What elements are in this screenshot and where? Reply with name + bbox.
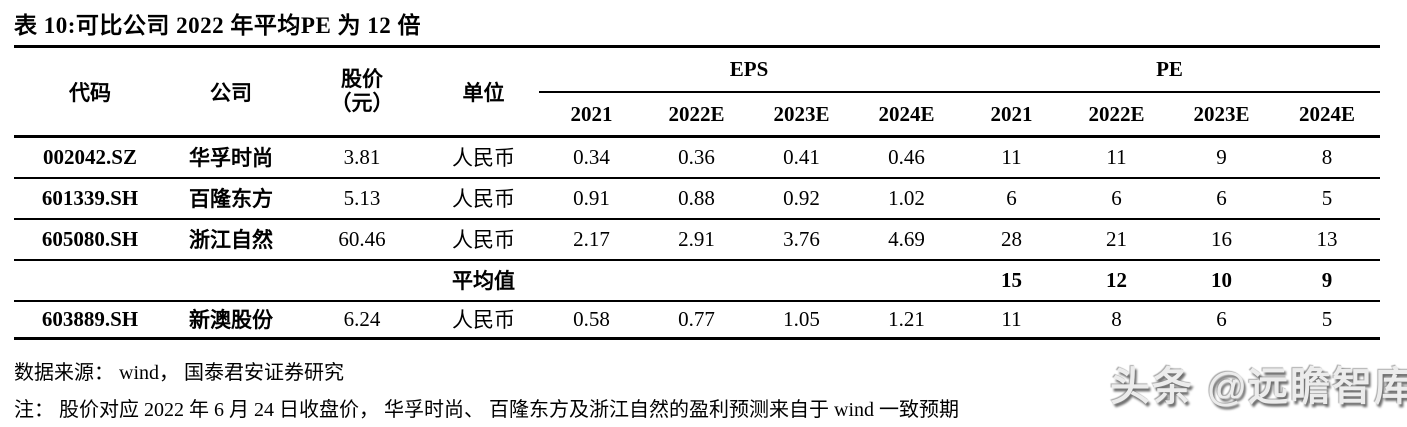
cell-unit: 人民币 — [452, 146, 515, 171]
avg-pe-2024e: 9 — [1321, 267, 1333, 292]
header-eps-2024e: 2024E — [854, 92, 960, 138]
cell-price: 60.46 — [338, 226, 386, 251]
cell-pe-2021: 11 — [1001, 306, 1022, 331]
header-eps-2022e: 2022E — [644, 92, 749, 138]
average-row: 平均值 15 12 10 9 — [14, 260, 1381, 301]
empty-cell — [14, 260, 166, 301]
header-code: 代码 — [14, 46, 166, 138]
cell-company: 新澳股份 — [189, 308, 273, 333]
table-row: 002042.SZ 华孚时尚 3.81 人民币 0.34 0.36 0.41 0… — [14, 137, 1381, 178]
cell-pe-2022e: 21 — [1106, 226, 1128, 251]
cell-price: 3.81 — [343, 144, 381, 169]
cell-eps-2024e: 0.46 — [888, 144, 925, 169]
empty-cell — [854, 260, 959, 301]
empty-cell — [749, 260, 854, 301]
cell-pe-2022e: 8 — [1111, 306, 1122, 331]
cell-code: 603889.SH — [41, 306, 139, 331]
header-eps-2021: 2021 — [539, 92, 644, 138]
empty-cell — [296, 260, 428, 301]
cell-eps-2022e: 0.36 — [678, 144, 715, 169]
cell-code: 601339.SH — [41, 185, 139, 210]
cell-code: 002042.SZ — [43, 144, 137, 169]
header-price-line2: （元） — [330, 90, 394, 115]
empty-cell — [166, 260, 296, 301]
cell-pe-2022e: 6 — [1111, 185, 1122, 210]
header-pe-2022e: 2022E — [1064, 92, 1170, 138]
cell-pe-2023e: 16 — [1211, 226, 1233, 251]
cell-pe-2024e: 5 — [1321, 185, 1333, 210]
cell-company: 浙江自然 — [189, 228, 273, 252]
cell-eps-2021: 0.91 — [573, 185, 610, 210]
table-title: 表 10:可比公司 2022 年平均PE 为 12 倍 — [14, 13, 422, 38]
header-price: 股价 （元） — [296, 46, 428, 138]
cell-eps-2022e: 0.77 — [678, 306, 715, 331]
cell-pe-2023e: 9 — [1216, 144, 1227, 169]
cell-pe-2023e: 6 — [1216, 306, 1227, 331]
cell-eps-2023e: 1.05 — [783, 306, 820, 331]
cell-unit: 人民币 — [452, 308, 515, 333]
cell-pe-2021: 11 — [1001, 144, 1022, 169]
data-source-note: 数据来源： wind， 国泰君安证券研究 — [14, 362, 344, 384]
cell-code: 605080.SH — [41, 226, 139, 251]
cell-eps-2024e: 4.69 — [888, 226, 925, 251]
cell-eps-2024e: 1.21 — [888, 306, 925, 331]
cell-eps-2024e: 1.02 — [888, 185, 925, 210]
table-row: 601339.SH 百隆东方 5.13 人民币 0.91 0.88 0.92 1… — [14, 178, 1381, 219]
header-pe-2021: 2021 — [959, 92, 1065, 138]
cell-pe-2023e: 6 — [1216, 185, 1227, 210]
table-row: 605080.SH 浙江自然 60.46 人民币 2.17 2.91 3.76 … — [14, 219, 1381, 260]
table-row: 603889.SH 新澳股份 6.24 人民币 0.58 0.77 1.05 1… — [14, 301, 1381, 339]
cell-price: 6.24 — [343, 306, 381, 331]
footnote: 注： 股价对应 2022 年 6 月 24 日收盘价， 华孚时尚、 百隆东方及浙… — [14, 399, 959, 421]
header-price-line1: 股价 — [341, 66, 383, 91]
avg-pe-2021: 15 — [1001, 267, 1023, 292]
average-label: 平均值 — [452, 269, 515, 293]
cell-unit: 人民币 — [452, 228, 515, 252]
cell-eps-2021: 0.58 — [573, 306, 610, 331]
header-unit: 单位 — [428, 46, 539, 138]
cell-eps-2023e: 3.76 — [783, 226, 820, 251]
cell-eps-2021: 0.34 — [573, 144, 610, 169]
cell-pe-2024e: 13 — [1316, 226, 1338, 251]
cell-eps-2022e: 0.88 — [678, 185, 715, 210]
cell-pe-2022e: 11 — [1106, 144, 1127, 169]
avg-pe-2022e: 12 — [1106, 267, 1128, 292]
cell-company: 百隆东方 — [189, 187, 273, 211]
comparable-companies-table: 代码 公司 股价 （元） 单位 EPS PE 2021 2022E 2023E … — [14, 45, 1381, 340]
cell-pe-2024e: 5 — [1321, 306, 1333, 331]
header-group-eps: EPS — [539, 46, 960, 93]
avg-pe-2023e: 10 — [1211, 267, 1233, 292]
cell-pe-2021: 28 — [1001, 226, 1023, 251]
table-header: 代码 公司 股价 （元） 单位 EPS PE 2021 2022E 2023E … — [14, 46, 1381, 138]
cell-eps-2021: 2.17 — [573, 226, 610, 251]
cell-price: 5.13 — [343, 185, 381, 210]
cell-unit: 人民币 — [452, 187, 515, 211]
empty-cell — [644, 260, 749, 301]
cell-pe-2021: 6 — [1006, 185, 1017, 210]
cell-company: 华孚时尚 — [189, 146, 273, 171]
cell-eps-2022e: 2.91 — [678, 226, 715, 251]
header-pe-2023e: 2023E — [1169, 92, 1275, 138]
empty-cell — [539, 260, 644, 301]
header-eps-2023e: 2023E — [749, 92, 854, 138]
cell-pe-2024e: 8 — [1321, 144, 1333, 169]
header-group-pe: PE — [959, 46, 1381, 93]
header-company: 公司 — [166, 46, 296, 138]
header-pe-2024e: 2024E — [1274, 92, 1381, 138]
cell-eps-2023e: 0.41 — [783, 144, 820, 169]
cell-eps-2023e: 0.92 — [783, 185, 820, 210]
watermark: 头条 @远瞻智库 — [1110, 365, 1407, 409]
